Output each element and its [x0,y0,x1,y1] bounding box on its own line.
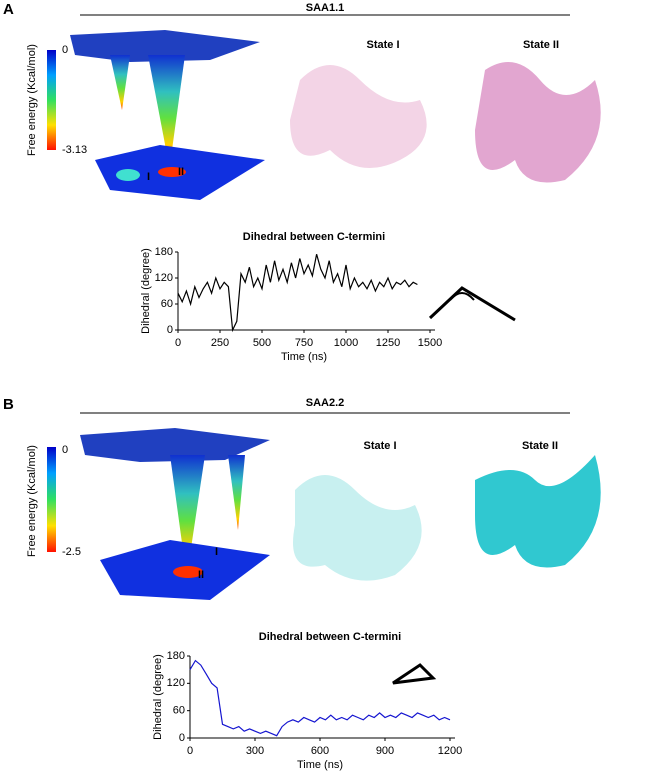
x-tick-label: 1000 [334,337,358,349]
y-tick-label: 120 [167,677,185,689]
x-tick-label: 1200 [438,745,462,757]
minimum-label: II [198,569,204,581]
state-label: State I [363,440,396,452]
x-tick-label: 300 [246,745,264,757]
x-axis-label: Time (ns) [297,759,343,771]
minimum-label: I [147,171,150,183]
panel-title: SAA1.1 [306,2,345,14]
x-tick-label: 750 [295,337,313,349]
colorbar-max: 0 [62,444,68,456]
basin [116,169,140,181]
colorbar-label: Free energy (Kcal/mol) [26,44,38,156]
panel-label: B [3,396,14,413]
y-tick-label: 180 [167,650,185,662]
surface-funnel [110,55,130,110]
chart-title: Dihedral between C-termini [243,231,385,243]
y-tick-label: 120 [155,272,173,284]
minimum-label: II [178,166,184,178]
y-axis-label: Dihedral (degree) [152,654,164,740]
surface-funnel [148,55,185,160]
x-tick-label: 1500 [418,337,442,349]
colorbar-max: 0 [62,44,68,56]
surface-top [70,30,260,62]
y-tick-label: 0 [179,732,185,744]
angle-icon [428,286,516,322]
basin [158,167,186,177]
y-tick-label: 60 [173,705,185,717]
panel-label: A [3,1,14,18]
colorbar-min: -3.13 [62,144,87,156]
state-label: State II [523,39,559,51]
basin [173,566,203,578]
colorbar-label: Free energy (Kcal/mol) [26,445,38,557]
line-series [189,659,451,737]
protein-state-2 [475,455,601,568]
protein-state-1 [290,65,427,168]
protein-state-2 [475,62,601,183]
y-tick-label: 60 [161,298,173,310]
x-tick-label: 900 [376,745,394,757]
y-axis-label: Dihedral (degree) [140,248,152,334]
surface-funnel [228,455,245,530]
x-tick-label: 500 [253,337,271,349]
colorbar [47,50,56,150]
state-label: State I [366,39,399,51]
angle-arc [449,292,475,301]
state-label: State II [522,440,558,452]
line-series [177,254,418,333]
x-tick-label: 0 [175,337,181,349]
x-tick-label: 250 [211,337,229,349]
x-axis-label: Time (ns) [281,351,327,363]
y-tick-label: 0 [167,324,173,336]
x-tick-label: 0 [187,745,193,757]
x-tick-label: 600 [311,745,329,757]
angle-icon [392,663,437,685]
colorbar-min: -2.5 [62,546,81,558]
x-tick-label: 1250 [376,337,400,349]
panel-title: SAA2.2 [306,397,345,409]
protein-state-1 [293,475,422,581]
y-tick-label: 180 [155,246,173,258]
chart-title: Dihedral between C-termini [259,631,401,643]
minimum-label: I [215,546,218,558]
surface-funnel [170,455,205,565]
surface-top [80,428,270,462]
colorbar [47,447,56,552]
